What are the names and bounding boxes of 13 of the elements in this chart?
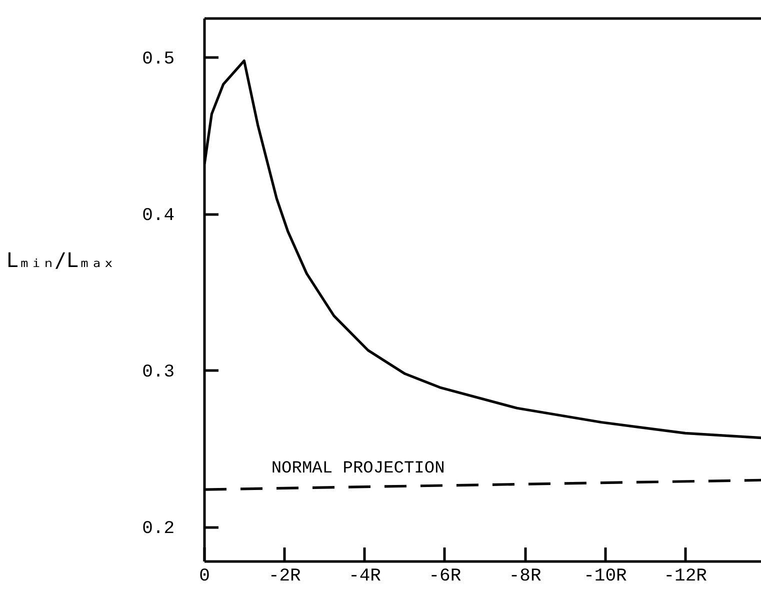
x-tick-label: -10R [584, 566, 628, 586]
x-tick-label: 0 [199, 566, 210, 586]
x-tick-label: -6R [428, 566, 462, 586]
y-tick-label: 0.3 [142, 362, 174, 383]
y-tick-label: 0.2 [142, 519, 174, 540]
x-tick-label: -2R [268, 566, 302, 586]
y-tick-label: 0.5 [142, 50, 174, 70]
y-tick-label: 0.4 [142, 206, 174, 226]
y-axis-title: Lₘᵢₙ/Lₘₐₓ [6, 248, 115, 272]
x-tick-label: -8R [508, 566, 542, 586]
x-tick-label: -4R [348, 566, 382, 586]
series-label: NORMAL PROJECTION [271, 459, 445, 478]
x-tick-label: -12R [664, 566, 708, 586]
